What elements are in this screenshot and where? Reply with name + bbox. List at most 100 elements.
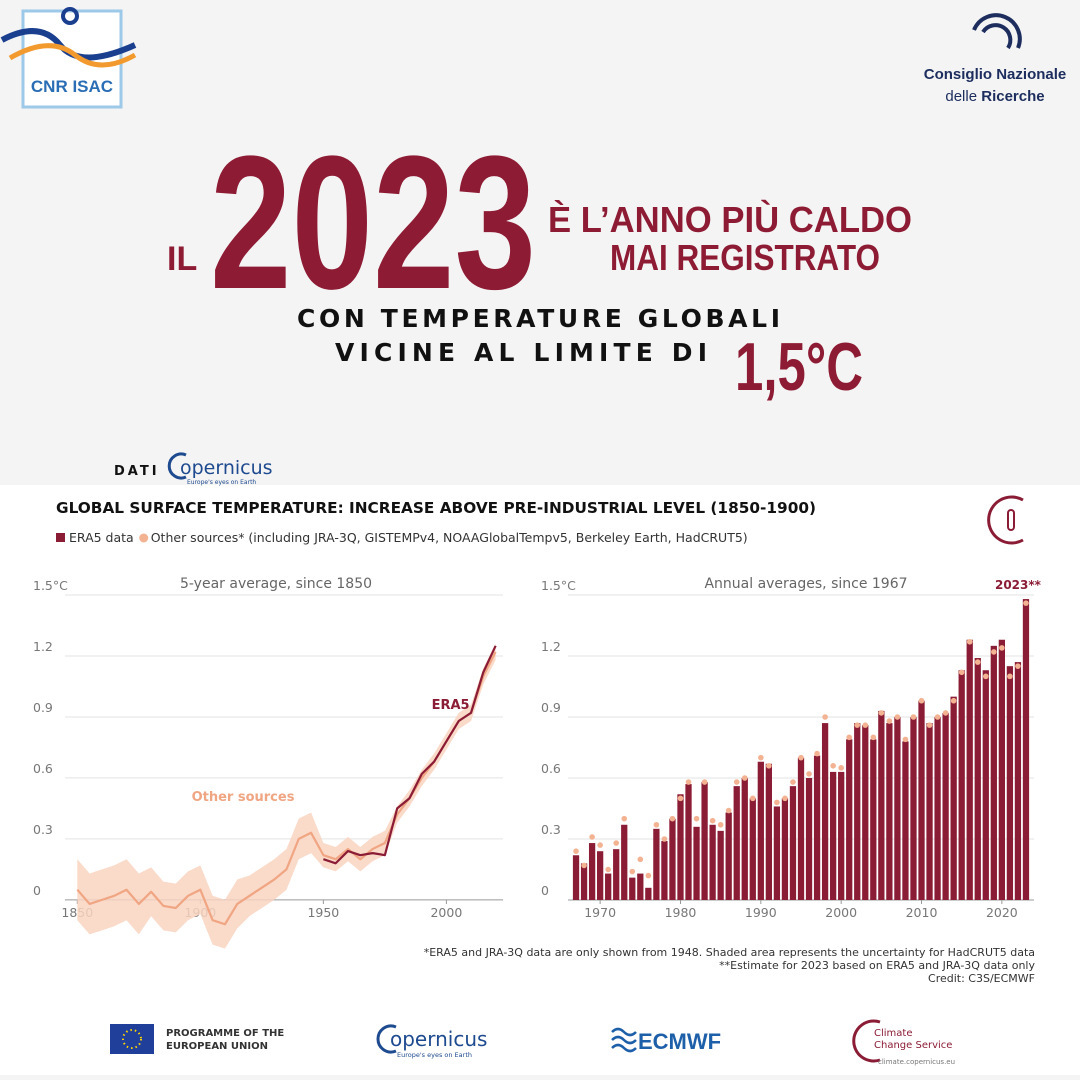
dot: [749, 795, 756, 802]
footer-text: Change Service: [874, 1040, 952, 1051]
dot: [830, 763, 836, 769]
headline-line: È L’ANNO PIÙ CALDO: [548, 198, 912, 240]
bar: [926, 723, 933, 900]
dot: [581, 862, 587, 869]
bar: [661, 841, 668, 900]
x-tick-label: 2000: [825, 905, 857, 920]
source-label: DATI: [114, 464, 160, 479]
dot: [621, 815, 628, 822]
dot: [709, 817, 716, 824]
bar: [870, 739, 877, 900]
dot: [999, 645, 1005, 651]
y-tick-label: 1.2: [33, 639, 53, 654]
eu-stars: [122, 1029, 142, 1049]
bar: [878, 710, 885, 900]
bar: [998, 639, 1005, 900]
bar: [982, 670, 989, 900]
dot: [629, 868, 636, 875]
footnote: **Estimate for 2023 based on ERA5 and JR…: [719, 959, 1035, 972]
bar: [781, 798, 789, 900]
x-tick-label: 1970: [584, 905, 616, 920]
dot: [573, 848, 579, 854]
bar: [733, 786, 740, 900]
bar: [846, 739, 853, 900]
headline-year: 2023: [210, 117, 536, 329]
copernicus-c: [167, 452, 187, 480]
dot: [766, 763, 772, 769]
chart-subtitle: 5-year average, since 1850: [180, 576, 372, 592]
legend-swatch: [56, 533, 65, 542]
dot: [894, 714, 901, 720]
bar: [572, 855, 580, 900]
cnr-isac-logo: CNR ISAC: [0, 7, 137, 109]
dot: [934, 714, 941, 720]
bar: [605, 873, 612, 900]
y-tick-label: 1.5°C: [33, 578, 68, 593]
bar: [838, 771, 845, 900]
bar: [990, 645, 997, 900]
dot: [958, 669, 965, 676]
dot: [870, 734, 877, 741]
bar: [1014, 662, 1022, 900]
logo-swoosh: [8, 43, 137, 68]
bar: [580, 863, 588, 900]
bar: [934, 717, 941, 900]
dot: [991, 649, 997, 655]
bar: [958, 670, 965, 900]
y-tick-label: 0: [541, 883, 549, 898]
dot: [733, 779, 740, 785]
source-tagline: Europe's eyes on Earth: [187, 479, 256, 486]
y-tick-label: 0.3: [33, 822, 53, 837]
series-label: ERA5: [432, 698, 470, 713]
bar: [894, 717, 901, 900]
y-tick-label: 0: [33, 883, 41, 898]
dot: [1007, 673, 1013, 680]
headline-sub: CON TEMPERATURE GLOBALI: [297, 304, 783, 333]
dot: [822, 714, 828, 720]
figure-panel: [0, 485, 1080, 1075]
bar: [717, 830, 724, 900]
bar: [693, 826, 700, 900]
bar: [597, 851, 604, 900]
figure-title: GLOBAL SURFACE TEMPERATURE: INCREASE ABO…: [56, 499, 816, 517]
dot: [902, 736, 909, 743]
y-tick-label: 0.9: [541, 700, 561, 715]
dot: [942, 710, 949, 716]
footer-text: climate.copernicus.eu: [878, 1058, 955, 1066]
dot: [774, 799, 780, 806]
x-tick-label: 1950: [307, 905, 339, 920]
dot: [982, 673, 989, 680]
dot: [798, 754, 804, 761]
headline-il: IL: [167, 240, 197, 278]
bar: [725, 812, 732, 900]
bar: [773, 806, 781, 900]
footer: PROGRAMME OF THE EUROPEAN UNION opernicu…: [110, 1019, 955, 1066]
bar: [709, 824, 716, 900]
dot: [661, 836, 668, 842]
dot: [782, 795, 788, 802]
y-tick-label: 0.6: [541, 761, 561, 776]
logo-arc: [972, 13, 1022, 49]
x-tick-label: 2010: [906, 905, 938, 920]
dot: [693, 815, 700, 822]
legend-label: ERA5 data: [69, 530, 134, 545]
bar: [757, 761, 764, 900]
bar: [950, 696, 957, 900]
ecmwf-waves: [611, 1027, 637, 1053]
charts: 5-year average, since 1850 0 0.3 0.6 0.9 1.2 1…: [33, 530, 1042, 949]
logo-text: delle: [945, 88, 977, 105]
dot: [605, 866, 611, 873]
footer-text: ECMWF: [638, 1029, 721, 1054]
logo-arc: [981, 23, 1013, 50]
dot: [838, 765, 844, 771]
legend-label: Other sources* (including JRA-3Q, GISTEM…: [151, 530, 748, 545]
bar: [854, 723, 861, 900]
eu-flag: [110, 1024, 154, 1054]
x-tick-label: 1990: [745, 905, 777, 920]
bar: [886, 723, 893, 900]
logo-frame: [21, 9, 123, 109]
dot: [677, 795, 684, 802]
bar: [645, 887, 652, 900]
bar: [701, 782, 708, 900]
